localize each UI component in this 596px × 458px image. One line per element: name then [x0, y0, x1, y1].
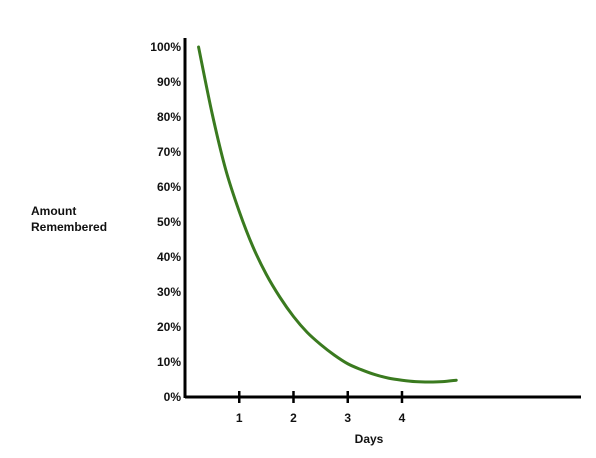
x-tick-label: 3 [344, 411, 351, 425]
forgetting-curve-line [197, 45, 458, 384]
y-tick-label: 0% [164, 390, 182, 404]
x-axis-title: Days [355, 432, 384, 446]
y-tick-label: 10% [157, 355, 181, 369]
series-layer [197, 45, 458, 384]
y-tick-label: 100% [150, 40, 181, 54]
y-tick-label: 90% [157, 75, 181, 89]
y-tick-label: 50% [157, 215, 181, 229]
y-tick-label: 80% [157, 110, 181, 124]
y-tick-label: 30% [157, 285, 181, 299]
x-tick-label: 1 [236, 411, 243, 425]
x-ticks: 1 2 3 4 [236, 391, 406, 425]
y-tick-label: 20% [157, 320, 181, 334]
y-tick-label: 70% [157, 145, 181, 159]
y-tick-labels: 0% 10% 20% 30% 40% 50% 60% 70% 80% 90% 100% [150, 40, 181, 404]
x-tick-label: 2 [290, 411, 297, 425]
y-axis-title-line-1: Amount [31, 204, 76, 218]
y-tick-label: 40% [157, 250, 181, 264]
y-axis-title-line-2: Remembered [31, 220, 107, 234]
y-tick-label: 60% [157, 180, 181, 194]
x-tick-label: 4 [399, 411, 406, 425]
